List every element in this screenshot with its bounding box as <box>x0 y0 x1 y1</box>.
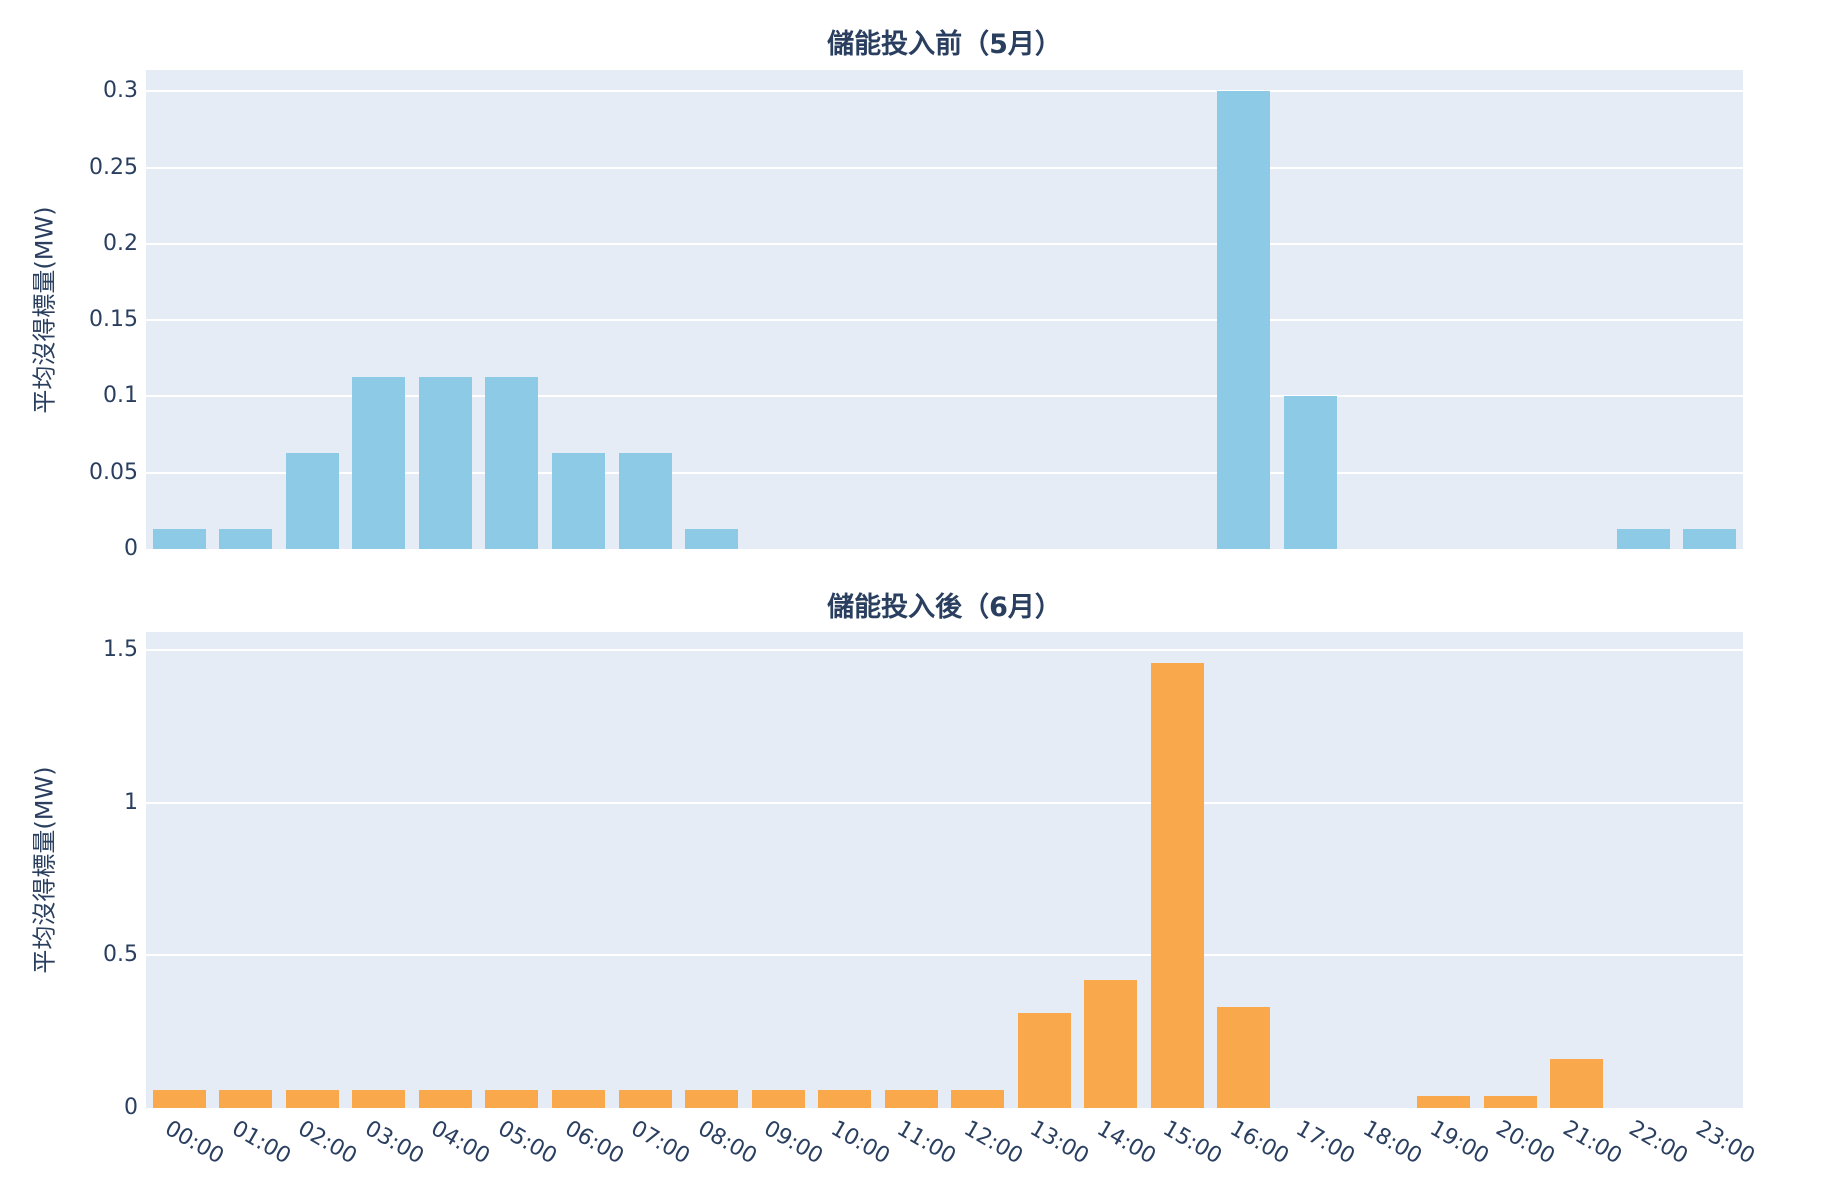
chart-title-after: 儲能投入後（6月） <box>827 592 1062 623</box>
chart-title-before: 儲能投入前（5月） <box>827 29 1062 60</box>
x-tick-label: 18:00 <box>1358 1116 1426 1170</box>
gridline <box>146 90 1743 93</box>
x-tick-label: 15:00 <box>1158 1116 1227 1170</box>
x-tick-label: 19:00 <box>1425 1116 1493 1170</box>
x-tick-label: 01:00 <box>227 1116 295 1170</box>
plot-area-after <box>146 632 1743 1108</box>
x-tick-label: 23:00 <box>1691 1116 1759 1170</box>
gridline <box>146 801 1743 804</box>
bar-12:00 <box>951 1089 1005 1108</box>
y-tick-label: 0.2 <box>103 230 138 256</box>
bar-10:00 <box>818 1089 872 1108</box>
x-tick-label: 08:00 <box>693 1116 761 1170</box>
x-tick-label: 05:00 <box>493 1116 561 1170</box>
x-tick-label: 11:00 <box>892 1116 961 1170</box>
x-tick-label: 07:00 <box>626 1116 694 1170</box>
bar-06:00 <box>552 452 606 549</box>
bar-05:00 <box>485 1089 539 1108</box>
bar-07:00 <box>618 452 672 549</box>
y-tick-label: 0.3 <box>103 78 138 104</box>
gridline <box>146 471 1743 474</box>
bar-13:00 <box>1017 1013 1071 1108</box>
x-tick-label: 14:00 <box>1092 1116 1160 1170</box>
gridline <box>146 649 1743 652</box>
bar-03:00 <box>352 1089 406 1108</box>
y-tick-label: 0.05 <box>89 459 138 485</box>
bar-15:00 <box>1150 662 1204 1108</box>
bar-06:00 <box>552 1089 606 1108</box>
x-tick-label: 03:00 <box>360 1116 428 1170</box>
bar-08:00 <box>685 529 739 549</box>
x-tick-label: 06:00 <box>560 1116 628 1170</box>
bar-00:00 <box>152 529 206 549</box>
x-tick-label: 02:00 <box>293 1116 362 1170</box>
y-tick-label: 0.25 <box>89 154 138 180</box>
y-tick-label: 1 <box>124 789 138 815</box>
gridline <box>146 242 1743 245</box>
x-tick-label: 12:00 <box>959 1116 1027 1170</box>
bar-02:00 <box>285 1089 339 1108</box>
bar-16:00 <box>1217 1007 1271 1108</box>
plot-area-before <box>146 70 1743 549</box>
bar-04:00 <box>418 376 472 549</box>
gridline <box>146 166 1743 169</box>
y-tick-label: 0.5 <box>103 942 138 968</box>
y-tick-label: 0 <box>124 536 138 561</box>
gridline <box>146 954 1743 957</box>
x-tick-label: 22:00 <box>1624 1116 1693 1170</box>
y-tick-label: 0.1 <box>103 383 138 409</box>
bar-19:00 <box>1417 1095 1471 1108</box>
gridline <box>146 395 1743 398</box>
bar-02:00 <box>285 452 339 549</box>
bar-03:00 <box>352 376 406 549</box>
bar-11:00 <box>884 1089 938 1108</box>
bar-08:00 <box>685 1089 739 1108</box>
x-tick-label: 00:00 <box>160 1116 229 1170</box>
bar-23:00 <box>1683 529 1737 549</box>
x-tick-label: 21:00 <box>1558 1116 1626 1170</box>
bar-16:00 <box>1217 91 1271 549</box>
bar-05:00 <box>485 376 539 549</box>
x-tick-label: 20:00 <box>1491 1116 1560 1170</box>
y-tick-label: 0.15 <box>89 307 138 333</box>
y-tick-label: 1.5 <box>103 637 138 663</box>
bar-07:00 <box>618 1089 672 1108</box>
bar-04:00 <box>418 1089 472 1108</box>
x-tick-label: 13:00 <box>1025 1116 1094 1170</box>
bar-21:00 <box>1550 1059 1604 1108</box>
y-tick-label: 0 <box>124 1095 138 1120</box>
bar-09:00 <box>751 1089 805 1108</box>
gridline <box>146 319 1743 322</box>
bar-17:00 <box>1283 396 1337 549</box>
bar-00:00 <box>152 1089 206 1108</box>
x-tick-label: 09:00 <box>759 1116 828 1170</box>
bar-01:00 <box>219 1089 273 1108</box>
bar-14:00 <box>1084 979 1138 1108</box>
bar-20:00 <box>1483 1095 1537 1108</box>
x-tick-label: 16:00 <box>1225 1116 1293 1170</box>
x-tick-label: 17:00 <box>1291 1116 1360 1170</box>
bar-01:00 <box>219 529 273 549</box>
x-tick-label: 04:00 <box>426 1116 495 1170</box>
bar-22:00 <box>1616 529 1670 549</box>
x-tick-label: 10:00 <box>826 1116 894 1170</box>
